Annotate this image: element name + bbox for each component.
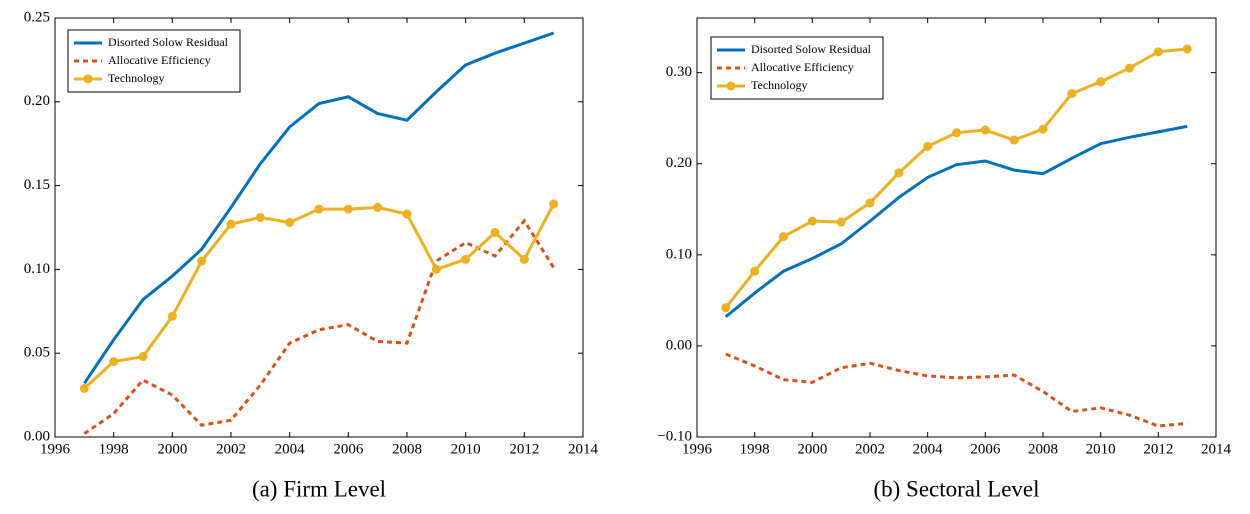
y-tick-label: 0.25 [24,9,50,25]
x-tick-label: 2014 [1201,441,1232,457]
marker [197,256,207,266]
marker [461,254,471,264]
x-tick-label: 2000 [797,441,827,457]
legend-label: Technology [751,78,807,92]
marker [519,254,529,264]
marker [807,216,817,226]
marker [1182,44,1192,54]
plot-frame [54,17,584,438]
marker [431,264,441,274]
x-tick-label: 2004 [913,441,944,457]
caption: (a) Firm Level [252,476,386,501]
marker [1096,77,1106,87]
legend-label: Technology [108,71,164,85]
marker [1009,135,1019,145]
y-tick-label: 0.00 [24,428,50,444]
marker [836,217,846,227]
line-series [83,203,555,390]
marker [721,303,731,313]
marker [226,219,236,229]
x-tick-label: 2000 [157,441,187,457]
x-tick-label: 2004 [275,441,306,457]
legend-label: Allocative Efficiency [751,60,854,74]
legend-marker [83,74,93,84]
marker [1038,124,1048,134]
y-tick-label: 0.10 [666,246,692,262]
legend-label: Allocative Efficiency [108,53,211,67]
marker [923,141,933,151]
x-tick-label: 1998 [99,441,129,457]
marker [952,128,961,138]
x-tick-label: 2012 [1143,441,1173,457]
x-tick-label: 1998 [740,441,770,457]
marker [865,198,875,208]
marker [79,383,89,393]
x-tick-label: 2010 [1086,441,1116,457]
x-tick-label: 2014 [568,441,599,457]
caption: (b) Sectoral Level [873,476,1039,501]
marker [343,204,353,214]
y-tick-label: 0.15 [24,177,50,193]
line-series [83,31,555,385]
marker [1067,89,1077,99]
y-tick-label: −0.10 [657,428,692,444]
x-tick-label: 1996 [40,441,71,457]
marker [1153,47,1163,57]
marker [549,199,559,209]
x-tick-label: 2006 [970,441,1001,457]
y-tick-label: 0.05 [24,345,50,361]
marker [779,232,788,242]
marker [1125,63,1134,73]
marker [314,204,324,214]
legend-label: Disorted Solow Residual [108,35,229,49]
marker [490,228,500,238]
y-tick-label: 0.20 [24,93,50,109]
x-tick-label: 2010 [451,441,481,457]
x-tick-label: 1996 [682,441,713,457]
marker [285,217,295,227]
legend-marker [726,81,736,91]
marker [138,352,148,362]
marker [750,266,760,276]
marker [255,212,265,222]
x-tick-label: 2008 [392,441,422,457]
marker [373,202,383,212]
legend-label: Disorted Solow Residual [751,42,872,56]
x-tick-label: 2012 [509,441,539,457]
marker [402,209,412,219]
line-series [724,124,1188,318]
x-tick-label: 2008 [1028,441,1058,457]
x-tick-label: 2002 [855,441,885,457]
y-tick-label: 0.20 [666,155,692,171]
marker [980,125,990,135]
x-tick-label: 2006 [333,441,364,457]
marker [167,311,177,321]
marker [109,357,119,367]
y-tick-label: 0.30 [666,64,692,80]
plot-frame [696,17,1217,438]
x-tick-label: 2002 [216,441,246,457]
marker [894,168,904,178]
line-series [83,218,555,435]
y-tick-label: 0.00 [666,337,692,353]
y-tick-label: 0.10 [24,261,50,277]
line-series [725,352,1188,428]
